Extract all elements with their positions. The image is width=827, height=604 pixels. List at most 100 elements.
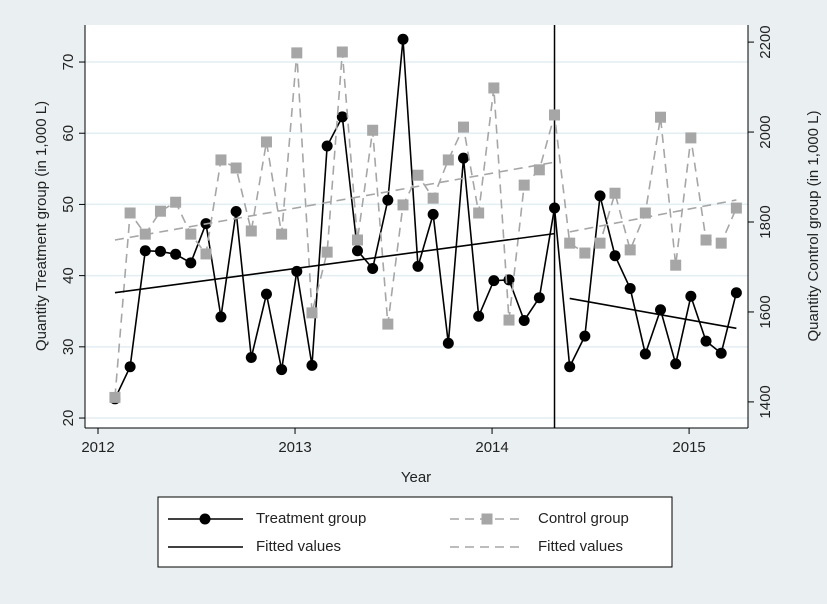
legend-label: Fitted values (256, 538, 341, 555)
data-point (564, 237, 576, 249)
data-point (579, 247, 591, 259)
data-point (397, 199, 409, 211)
data-point (109, 391, 121, 403)
data-point (639, 348, 651, 360)
legend-marker (199, 513, 211, 525)
data-point (700, 335, 712, 347)
data-point (685, 290, 697, 302)
data-point (321, 246, 333, 258)
legend-marker (481, 513, 493, 525)
y-axis-label: Quantity Treatment group (in 1,000 L) (33, 101, 50, 351)
data-point (260, 288, 272, 300)
data-point (473, 310, 485, 322)
data-point (549, 202, 561, 214)
data-point (336, 46, 348, 58)
series-line (114, 161, 737, 241)
y-tick-label: 50 (60, 196, 77, 213)
data-point (457, 121, 469, 133)
data-point (185, 228, 197, 240)
x-tick-label: 2015 (672, 439, 705, 456)
y-tick-label: 70 (60, 54, 77, 71)
data-point (518, 314, 530, 326)
y-tick-label: 30 (60, 338, 77, 355)
y-tick-label: 20 (60, 410, 77, 427)
data-point (670, 358, 682, 370)
data-point (276, 364, 288, 376)
y2-tick-label: 2200 (757, 25, 774, 58)
x-tick-label: 2013 (278, 439, 311, 456)
x-tick-label: 2012 (81, 439, 114, 456)
data-point (427, 208, 439, 220)
data-point (230, 206, 242, 218)
data-point (442, 154, 454, 166)
data-point (245, 225, 257, 237)
data-point (321, 140, 333, 152)
data-point (685, 132, 697, 144)
series-line (114, 39, 738, 400)
data-point (624, 244, 636, 256)
data-point (245, 352, 257, 364)
data-point (564, 361, 576, 373)
legend-label: Control group (538, 510, 629, 527)
data-point (700, 234, 712, 246)
data-point (215, 311, 227, 323)
data-point (518, 179, 530, 191)
data-point (336, 111, 348, 123)
data-point (655, 111, 667, 123)
data-point (533, 164, 545, 176)
data-point (200, 248, 212, 260)
y2-tick-label: 1600 (757, 295, 774, 328)
data-point (533, 292, 545, 304)
data-point (124, 361, 136, 373)
y2-tick-label: 1800 (757, 205, 774, 238)
data-point (457, 152, 469, 164)
y-tick-label: 60 (60, 125, 77, 142)
y2-tick-label: 1400 (757, 385, 774, 418)
data-point (260, 136, 272, 148)
data-point (655, 304, 667, 316)
data-point (139, 245, 151, 257)
data-point (473, 207, 485, 219)
data-point (230, 162, 242, 174)
data-point (488, 275, 500, 287)
x-axis-label: Year (401, 469, 431, 486)
data-point (170, 196, 182, 208)
data-point (412, 260, 424, 272)
data-point (503, 314, 515, 326)
data-point (730, 287, 742, 299)
data-point (639, 207, 651, 219)
data-point (594, 237, 606, 249)
data-point (670, 259, 682, 271)
data-point (170, 248, 182, 260)
data-point (579, 330, 591, 342)
data-point (382, 194, 394, 206)
legend-box (157, 496, 673, 568)
data-point (412, 169, 424, 181)
data-point (306, 359, 318, 371)
data-point (730, 202, 742, 214)
data-point (609, 250, 621, 262)
x-tick-label: 2014 (475, 439, 508, 456)
data-point (715, 347, 727, 359)
series-line (114, 51, 738, 398)
data-point (276, 228, 288, 240)
data-point (367, 124, 379, 136)
data-point (549, 109, 561, 121)
data-point (306, 307, 318, 319)
plot-area (85, 25, 748, 428)
data-point (185, 257, 197, 269)
data-point (124, 207, 136, 219)
data-point (715, 237, 727, 249)
data-point (367, 263, 379, 275)
data-point (427, 192, 439, 204)
y2-tick-label: 2000 (757, 115, 774, 148)
data-point (154, 205, 166, 217)
data-point (382, 318, 394, 330)
y-tick-label: 40 (60, 267, 77, 284)
data-point (594, 190, 606, 202)
y2-axis-label: Quantity Control group (in 1,000 L) (805, 111, 822, 342)
data-point (351, 234, 363, 246)
legend-label: Treatment group (256, 510, 366, 527)
